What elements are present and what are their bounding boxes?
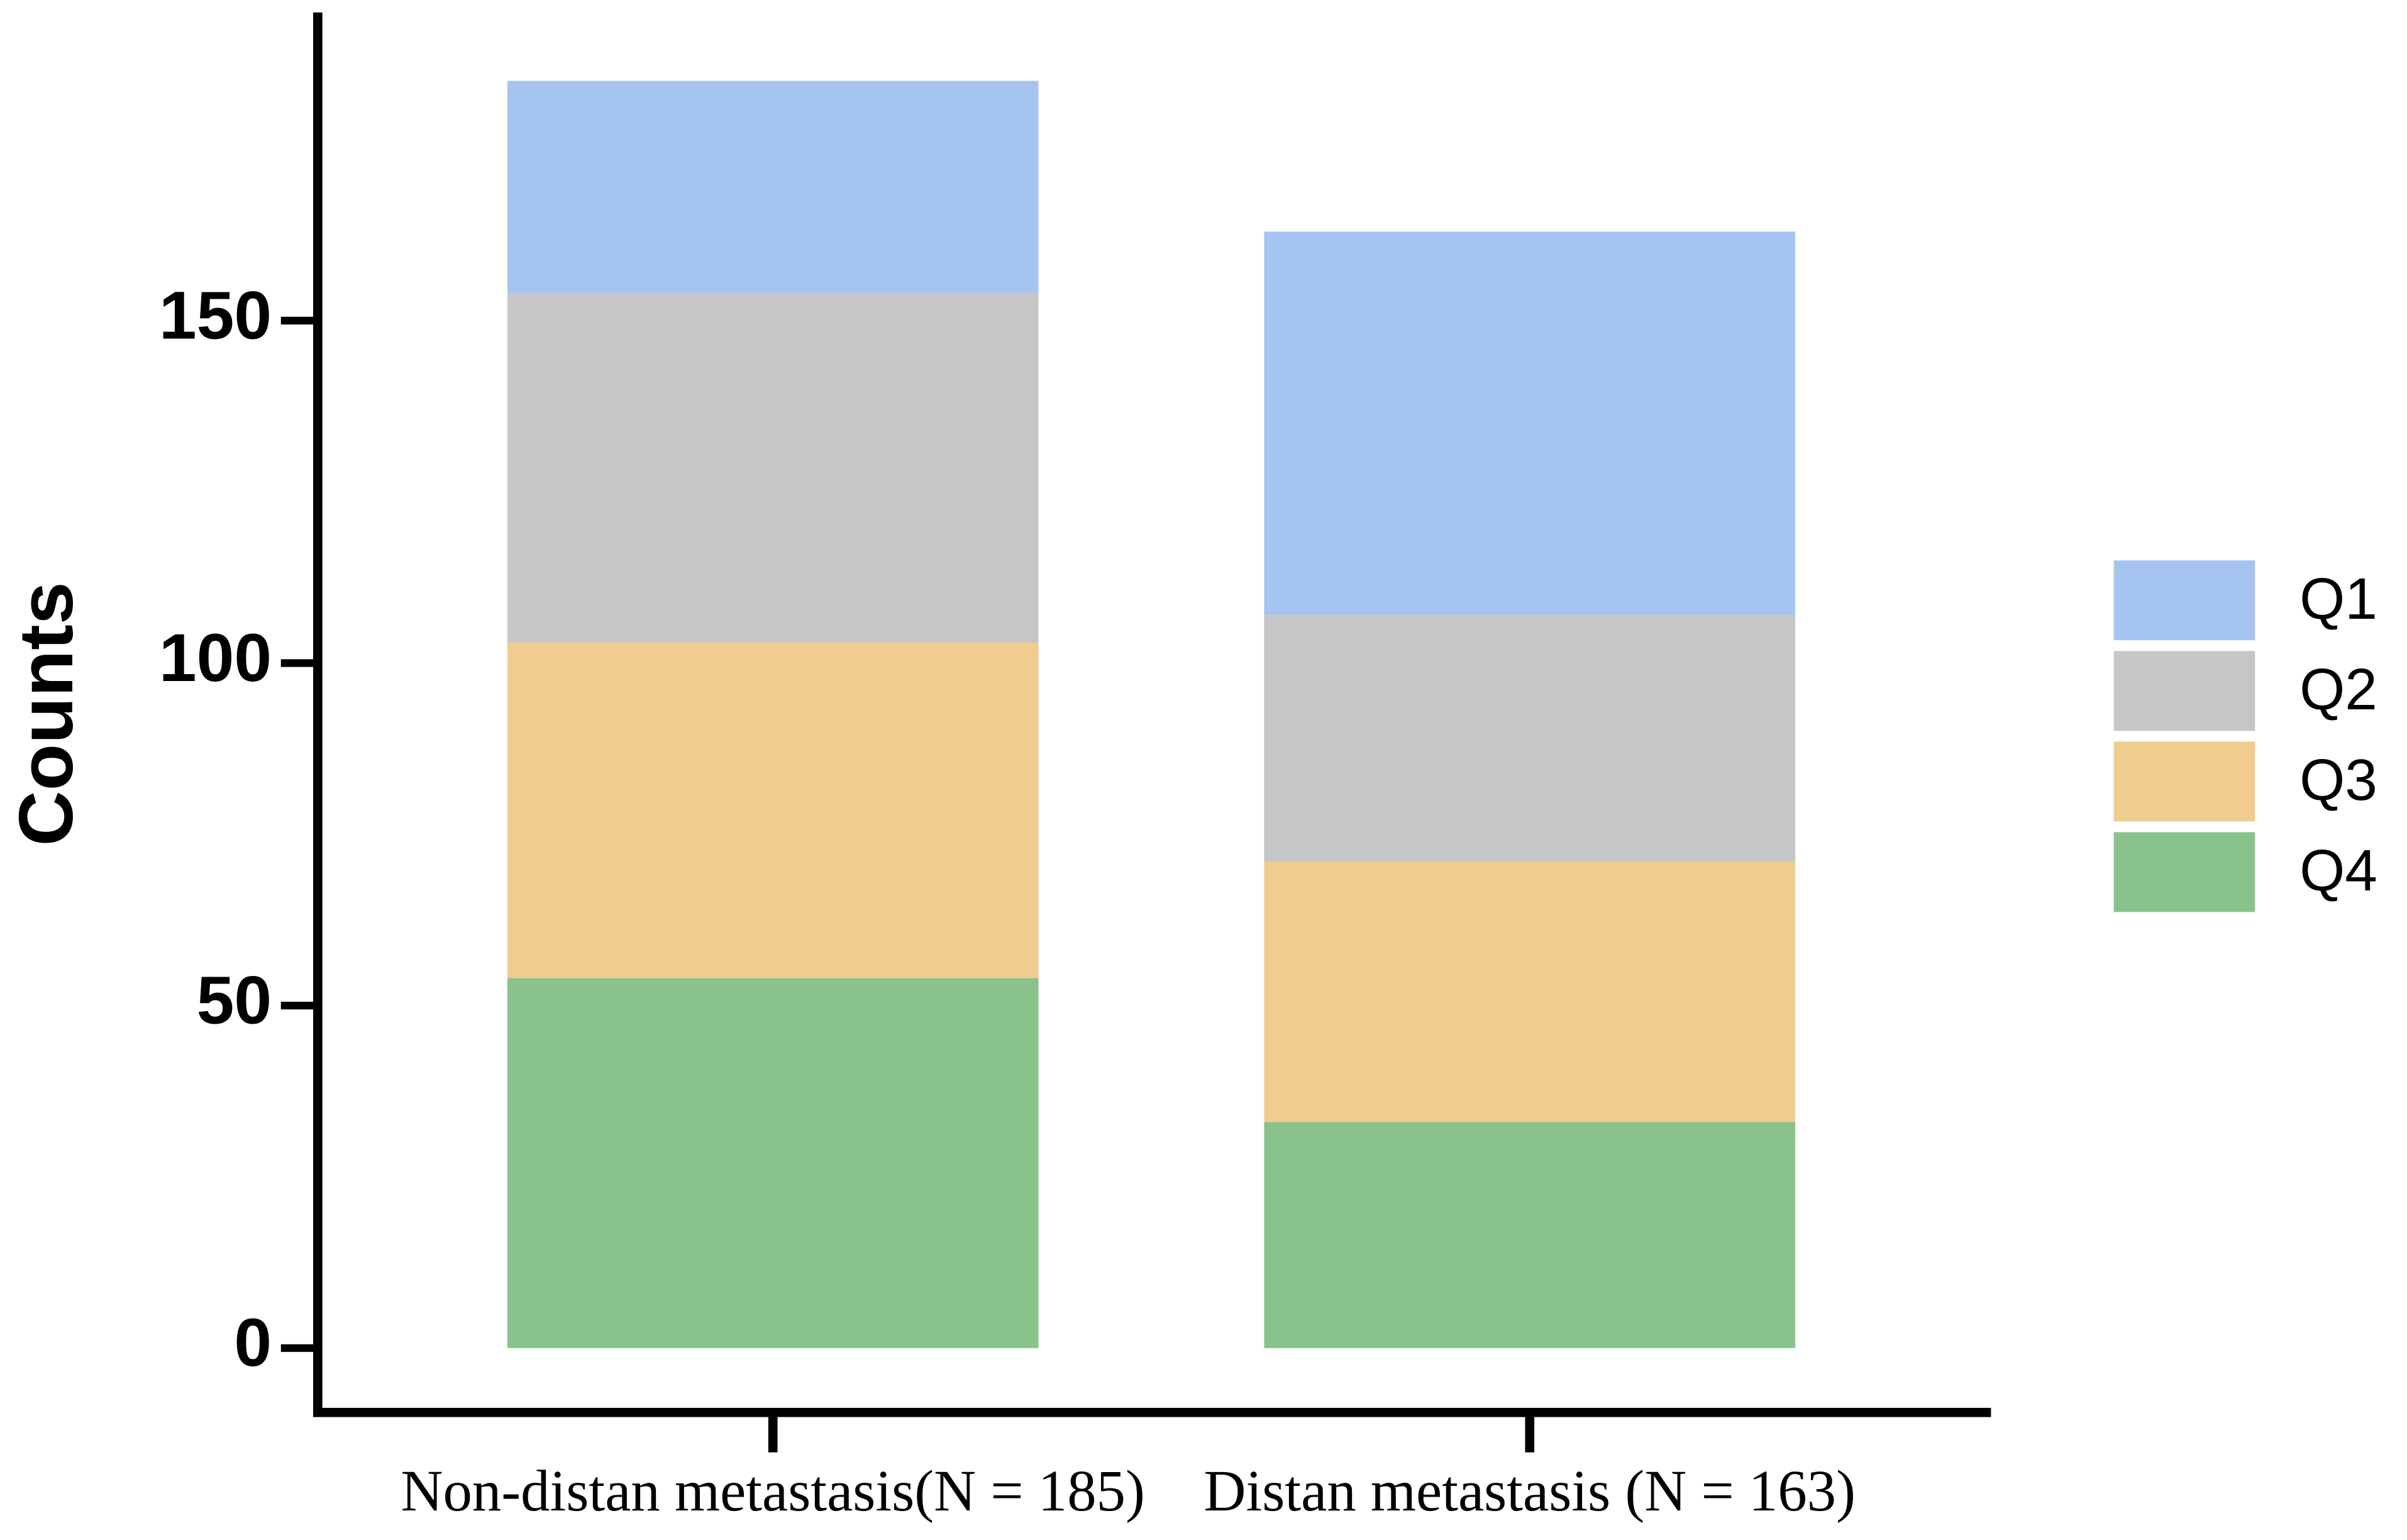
y-tick-label: 100 [159, 620, 272, 695]
y-tick-label: 50 [197, 963, 272, 1038]
legend-swatch [2113, 651, 2255, 731]
legend-label: Q1 [2299, 566, 2377, 631]
y-axis-label: Counts [3, 582, 89, 846]
bar-segment [1264, 615, 1796, 862]
bar-segment [507, 978, 1039, 1348]
x-tick-label: Distan metastasis (N = 163) [1204, 1459, 1856, 1524]
legend-swatch [2113, 741, 2255, 822]
legend-label: Q3 [2299, 747, 2377, 812]
y-tick-label: 150 [159, 277, 272, 353]
legend-label: Q2 [2299, 656, 2377, 722]
legend-swatch [2113, 832, 2255, 912]
legend-label: Q4 [2299, 838, 2377, 903]
y-tick-label: 0 [234, 1305, 272, 1380]
bar-segment [1264, 1122, 1796, 1348]
bar-segment [1264, 231, 1796, 616]
x-tick-label: Non-distan metastasis(N = 185) [401, 1459, 1145, 1524]
bar-segment [507, 642, 1039, 978]
bar-segment [507, 293, 1039, 643]
bar-segment [507, 80, 1039, 294]
bar-segment [1264, 861, 1796, 1122]
legend-swatch [2113, 560, 2255, 641]
